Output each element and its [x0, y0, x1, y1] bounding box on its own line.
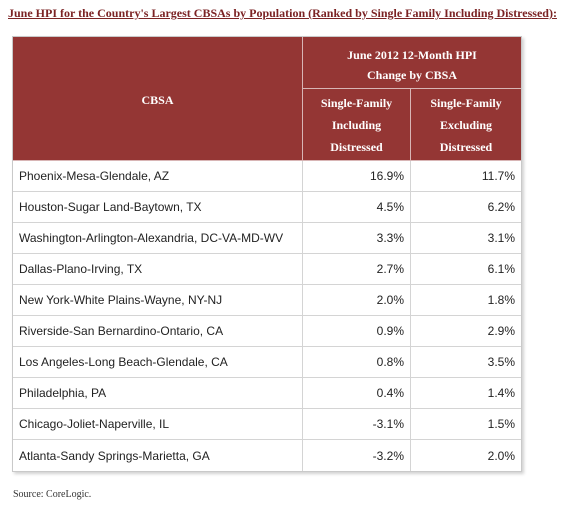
table-row: Houston-Sugar Land-Baytown, TX 4.5% 6.2%	[13, 192, 521, 223]
header-cbsa: CBSA	[13, 37, 303, 161]
excluding-distressed-cell: 2.9%	[411, 316, 521, 347]
excluding-distressed-cell: 1.8%	[411, 285, 521, 316]
table-row: Washington-Arlington-Alexandria, DC-VA-M…	[13, 223, 521, 254]
cbsa-cell: Dallas-Plano-Irving, TX	[13, 254, 303, 285]
including-distressed-cell: 4.5%	[303, 192, 411, 223]
including-distressed-cell: -3.1%	[303, 409, 411, 440]
excluding-distressed-cell: 1.4%	[411, 378, 521, 409]
table-row: Dallas-Plano-Irving, TX 2.7% 6.1%	[13, 254, 521, 285]
table-row: Phoenix-Mesa-Glendale, AZ 16.9% 11.7%	[13, 161, 521, 192]
excluding-distressed-cell: 6.1%	[411, 254, 521, 285]
cbsa-cell: Chicago-Joliet-Naperville, IL	[13, 409, 303, 440]
excluding-distressed-cell: 11.7%	[411, 161, 521, 192]
including-distressed-cell: 2.0%	[303, 285, 411, 316]
table-row: Los Angeles-Long Beach-Glendale, CA 0.8% 3…	[13, 347, 521, 378]
cbsa-cell: Washington-Arlington-Alexandria, DC-VA-M…	[13, 223, 303, 254]
table-row: Philadelphia, PA 0.4% 1.4%	[13, 378, 521, 409]
cbsa-cell: Philadelphia, PA	[13, 378, 303, 409]
including-distressed-cell: 2.7%	[303, 254, 411, 285]
header-excluding-distressed: Single-Family Excluding Distressed	[411, 89, 521, 161]
including-distressed-cell: 0.9%	[303, 316, 411, 347]
header-including-line-3: Distressed	[330, 139, 383, 154]
table-body: Phoenix-Mesa-Glendale, AZ 16.9% 11.7% Houst…	[13, 161, 521, 471]
excluding-distressed-cell: 3.5%	[411, 347, 521, 378]
header-hpi-change-line-2: Change by CBSA	[366, 67, 458, 82]
cbsa-cell: Atlanta-Sandy Springs-Marietta, GA	[13, 440, 303, 471]
cbsa-cell: Houston-Sugar Land-Baytown, TX	[13, 192, 303, 223]
header-hpi-change: June 2012 12-Month HPI Change by CBSA	[303, 37, 521, 89]
table-row: Atlanta-Sandy Springs-Marietta, GA -3.2% 2…	[13, 440, 521, 471]
header-including-line-2: Including	[331, 117, 382, 132]
header-excluding-line-3: Distressed	[439, 139, 493, 154]
including-distressed-cell: 0.8%	[303, 347, 411, 378]
header-excluding-line-2: Excluding	[439, 117, 493, 132]
including-distressed-cell: 3.3%	[303, 223, 411, 254]
header-including-line-1: Single-Family	[320, 95, 393, 110]
table-row: Chicago-Joliet-Naperville, IL -3.1% 1.5%	[13, 409, 521, 440]
source-note: Source: CoreLogic.	[13, 489, 92, 500]
excluding-distressed-cell: 3.1%	[411, 223, 521, 254]
cbsa-cell: Los Angeles-Long Beach-Glendale, CA	[13, 347, 303, 378]
header-including-distressed: Single-Family Including Distressed	[303, 89, 411, 161]
page-title: June HPI for the Country's Largest CBSAs…	[8, 6, 557, 20]
including-distressed-cell: 16.9%	[303, 161, 411, 192]
excluding-distressed-cell: 6.2%	[411, 192, 521, 223]
excluding-distressed-cell: 2.0%	[411, 440, 521, 471]
table-row: New York-White Plains-Wayne, NY-NJ 2.0% 1.…	[13, 285, 521, 316]
hpi-table: CBSA June 2012 12-Month HPI Change by CB…	[12, 36, 522, 472]
cbsa-cell: New York-White Plains-Wayne, NY-NJ	[13, 285, 303, 316]
header-hpi-change-line-1: June 2012 12-Month HPI	[347, 47, 477, 62]
cbsa-cell: Riverside-San Bernardino-Ontario, CA	[13, 316, 303, 347]
including-distressed-cell: -3.2%	[303, 440, 411, 471]
excluding-distressed-cell: 1.5%	[411, 409, 521, 440]
including-distressed-cell: 0.4%	[303, 378, 411, 409]
cbsa-cell: Phoenix-Mesa-Glendale, AZ	[13, 161, 303, 192]
table-row: Riverside-San Bernardino-Ontario, CA 0.9%…	[13, 316, 521, 347]
header-excluding-line-1: Single-Family	[430, 95, 502, 110]
